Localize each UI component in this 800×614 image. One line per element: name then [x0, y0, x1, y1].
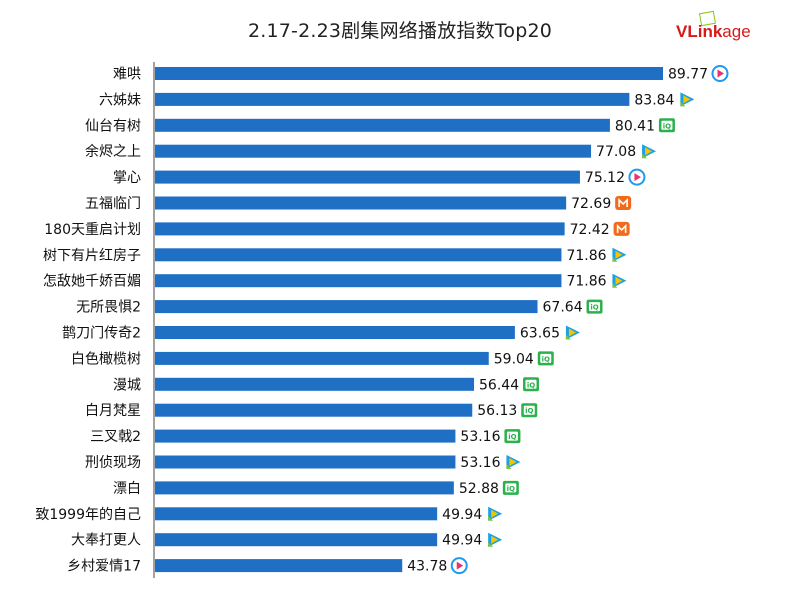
iqiyi-icon: iQ: [658, 118, 675, 133]
bar: [155, 222, 565, 236]
youku-icon: [628, 168, 646, 186]
svg-text:iQ: iQ: [542, 355, 550, 363]
bar: [155, 533, 438, 547]
bar: [155, 351, 489, 365]
tencent-video-icon: [680, 92, 695, 107]
category-label: 180天重启计划: [44, 222, 141, 238]
value-label: 56.13: [477, 403, 517, 419]
category-label: 漂白: [113, 481, 141, 497]
category-label: 三叉戟2: [90, 429, 141, 445]
value-label: 49.94: [442, 507, 482, 523]
tencent-video-icon: [506, 455, 521, 469]
bar: [155, 377, 475, 391]
youku-icon: [711, 65, 729, 82]
iqiyi-icon: iQ: [502, 480, 519, 495]
category-label: 六姊妹: [99, 92, 141, 108]
category-label: 余烬之上: [85, 143, 141, 160]
bar: [155, 326, 515, 339]
iqiyi-icon: iQ: [523, 377, 540, 392]
category-label: 鹊刀门传奇2: [62, 325, 141, 342]
category-label: 无所畏惧2: [76, 300, 141, 316]
bar: [155, 403, 473, 417]
iqiyi-icon: iQ: [521, 403, 538, 418]
svg-text:iQ: iQ: [590, 304, 598, 312]
vlinkage-logo: VLinkage: [676, 10, 786, 46]
value-label: 83.84: [634, 92, 674, 108]
iqiyi-icon: iQ: [586, 299, 603, 314]
category-label: 树下有片红房子: [43, 248, 141, 264]
bar: [155, 170, 580, 184]
category-label: 刑侦现场: [85, 455, 141, 471]
bar: [155, 248, 562, 262]
bar: [155, 118, 610, 132]
category-label: 白色橄榄树: [71, 350, 141, 367]
bar: [155, 300, 538, 314]
bar: [155, 144, 592, 158]
category-label: 致1999年的自己: [35, 507, 141, 523]
category-label: 仙台有树: [85, 118, 141, 134]
value-label: 52.88: [459, 481, 499, 497]
bar: [155, 67, 663, 80]
tencent-video-icon: [488, 532, 503, 547]
svg-text:iQ: iQ: [663, 122, 671, 130]
category-label: 乡村爱情17: [67, 559, 141, 575]
value-label: 72.69: [571, 196, 611, 212]
tencent-video-icon: [565, 325, 580, 340]
value-label: 71.86: [566, 248, 606, 264]
bar: [155, 559, 403, 573]
value-label: 80.41: [615, 118, 655, 134]
value-label: 43.78: [407, 559, 447, 575]
value-label: 53.16: [460, 429, 500, 445]
value-label: 63.65: [520, 326, 560, 342]
value-label: 89.77: [668, 67, 708, 83]
svg-text:iQ: iQ: [525, 407, 533, 415]
svg-text:iQ: iQ: [527, 381, 535, 389]
svg-text:iQ: iQ: [507, 485, 515, 493]
value-label: 59.04: [494, 351, 534, 367]
bar: [155, 507, 438, 521]
value-label: 49.94: [442, 533, 482, 549]
value-label: 77.08: [596, 144, 636, 160]
svg-text:iQ: iQ: [508, 433, 516, 441]
youku-icon: [450, 557, 468, 575]
bar: [155, 274, 562, 288]
value-label: 53.16: [460, 455, 500, 471]
tencent-video-icon: [612, 247, 627, 262]
category-label: 五福临门: [85, 196, 141, 212]
category-label: 怎敌她千娇百媚: [43, 274, 141, 290]
value-label: 75.12: [585, 170, 625, 186]
iqiyi-icon: iQ: [537, 351, 554, 366]
category-label: 大奉打更人: [71, 532, 141, 549]
tencent-video-icon: [612, 273, 627, 288]
value-label: 71.86: [566, 274, 606, 290]
chart-title: 2.17-2.23剧集网络播放指数Top20: [247, 20, 553, 42]
bar: [155, 481, 454, 495]
bar: [155, 455, 456, 469]
bar: [155, 196, 567, 210]
bar: [155, 429, 456, 443]
category-label: 漫城: [113, 377, 141, 393]
category-label: 白月梵星: [85, 403, 141, 419]
logo-text: VLinkage: [676, 22, 751, 41]
tencent-video-icon: [642, 144, 657, 159]
value-label: 56.44: [479, 377, 519, 393]
value-label: 67.64: [543, 300, 583, 316]
mango-tv-icon: [615, 196, 632, 210]
value-label: 72.42: [570, 222, 610, 238]
bar: [155, 92, 630, 106]
mango-tv-icon: [613, 221, 630, 236]
tencent-video-icon: [488, 506, 503, 521]
iqiyi-icon: iQ: [504, 429, 521, 444]
category-label: 难哄: [113, 67, 141, 83]
category-label: 掌心: [113, 170, 141, 186]
